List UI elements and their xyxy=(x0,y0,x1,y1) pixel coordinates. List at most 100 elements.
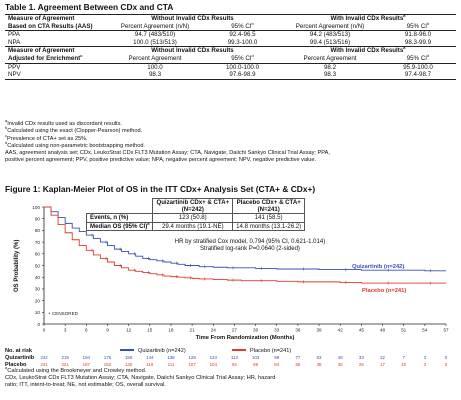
hr-line: HR by stratified Cox model, 0.794 (95% C… xyxy=(174,239,326,245)
x-tick-label: 0 xyxy=(43,328,46,333)
cell-value: 100.0-100.0 xyxy=(225,63,260,71)
at-risk-value: 0 xyxy=(445,355,448,360)
at-risk-value: 3 xyxy=(424,362,427,367)
at-risk-value: 175 xyxy=(104,355,112,360)
at-risk-value: 144 xyxy=(146,355,154,360)
x-tick-label: 39 xyxy=(316,328,322,333)
x-tick-label: 3 xyxy=(64,328,67,333)
cell-value: 98.2 xyxy=(323,63,337,71)
median-os-placebo: 14.8 months (13.1-26.2) xyxy=(232,221,306,231)
at-risk-value: 221 xyxy=(61,362,69,367)
at-risk-value: 0 xyxy=(445,362,448,367)
x-tick-label: 51 xyxy=(401,328,407,333)
section1-group-header: Measure of Agreement Without Invalid CDx… xyxy=(5,13,456,23)
section2-head-left: Measure of Agreement xyxy=(5,46,105,55)
cell-value: 97.6-98.9 xyxy=(205,71,280,80)
x-tick-label: 18 xyxy=(168,328,174,333)
at-risk-value: 241 xyxy=(40,362,48,367)
stats-col-placebo: Placebo CDx+ & CTA+ (N=241) xyxy=(232,197,306,215)
at-risk-value: 123 xyxy=(210,355,218,360)
at-risk-value: 7 xyxy=(402,355,405,360)
at-risk-value: 194 xyxy=(83,355,91,360)
table-row: PPA 94.7 (483/510) 92.4-96.5 94.2 (483/5… xyxy=(5,31,456,39)
at-risk-value: 219 xyxy=(61,355,69,360)
col-percent-agreement: Percent Agreement xyxy=(105,54,205,64)
table1-title: Table 1. Agreement Between CDx and CTA xyxy=(5,2,174,12)
y-tick-label: 20 xyxy=(35,298,41,303)
footnote: aCalculated using the Brookmeyer and Cro… xyxy=(5,365,147,374)
x-tick-label: 15 xyxy=(147,328,153,333)
x-tick-label: 57 xyxy=(443,328,449,333)
section2-group-header: Measure of Agreement Without Invalid CDx… xyxy=(5,46,456,55)
col-percent-agreement: Percent Agreement (n/N) xyxy=(105,22,205,32)
at-risk-value: 35 xyxy=(338,362,343,367)
footnote: CDx, LeukoStrat CDx FLT3 Mutation Assay;… xyxy=(5,375,276,382)
section2-group-without: Without Invalid CDx Results xyxy=(105,46,280,55)
x-tick-label: 24 xyxy=(211,328,217,333)
at-risk-value: 152 xyxy=(104,362,112,367)
at-risk-value: 113 xyxy=(231,355,239,360)
cell-value: 99.4 (513/516) xyxy=(309,38,351,46)
row-measure: PPV xyxy=(8,63,21,71)
at-risk-value: 48 xyxy=(317,362,322,367)
median-os-label: Median OS (95% CI)a xyxy=(85,221,154,231)
y-tick-label: 0 xyxy=(37,322,40,327)
row-measure: NPV xyxy=(5,71,105,80)
logrank-line: Stratified log-rank P=0.0640 (2-sided) xyxy=(200,246,300,253)
footnote: ratio; ITT, intent-to-treat; NE, not est… xyxy=(5,382,166,389)
at-risk-value: 156 xyxy=(125,355,133,360)
x-tick-label: 48 xyxy=(380,328,386,333)
at-risk-value: 77 xyxy=(295,355,300,360)
at-risk-value: 94 xyxy=(232,362,237,367)
km-line-quizartinib xyxy=(44,206,446,272)
section2-head-left2: Adjusted for Enrichmentc xyxy=(5,53,105,64)
x-tick-label: 6 xyxy=(85,328,88,333)
series-group: Quizartinib (n=242) Placebo (n=241) xyxy=(44,206,446,294)
at-risk-value: 111 xyxy=(168,362,175,367)
abbreviations-line: AAS, agreement analysis set; CDx, LeukoS… xyxy=(5,150,330,157)
x-axis-label: Time From Randomization (Months) xyxy=(196,335,295,341)
y-tick-label: 60 xyxy=(35,252,41,257)
at-risk-value: 33 xyxy=(359,355,364,360)
at-risk-row-label: Placebo xyxy=(5,362,27,368)
censored-legend: + CENSORED xyxy=(48,311,79,316)
series-label-placebo: Placebo (n=241) xyxy=(362,288,406,294)
x-tick-label: 33 xyxy=(274,328,280,333)
section1-group-with: With Invalid CDx Resultsa xyxy=(280,13,456,23)
at-risk-value: 130 xyxy=(125,362,133,367)
row-measure: NPA xyxy=(8,38,21,46)
table-row: PPV 100.0 100.0-100.0 98.2 95.9-100.0 xyxy=(5,63,456,71)
cell-value: 98.3 xyxy=(280,71,380,80)
cell-value: 91.8-96.0 xyxy=(404,31,432,39)
x-tick-label: 12 xyxy=(126,328,132,333)
cell-value: 97.4-98.7 xyxy=(380,71,456,80)
section1-col-header: Based on CTA Results (AAS) Percent Agree… xyxy=(5,21,456,32)
at-risk-title: No. at risk xyxy=(5,348,33,354)
col-percent-agreement: Percent Agreement (n/N) xyxy=(280,22,380,32)
footnote: bCalculated using the exact (Clopper-Pea… xyxy=(5,125,143,135)
cell-value: 99.3-100.0 xyxy=(227,38,258,46)
y-tick-label: 80 xyxy=(35,228,41,233)
table-row: NPV 98.3 97.6-98.9 98.3 97.4-98.7 xyxy=(5,71,456,80)
at-risk-value: 98 xyxy=(274,355,279,360)
footnote: aInvalid CDx results used as discordant … xyxy=(5,118,122,127)
section1-head-left2: Based on CTA Results (AAS) xyxy=(5,22,105,32)
y-tick-label: 40 xyxy=(35,275,41,280)
col-ci: 95% CIb xyxy=(205,21,280,32)
at-risk-value: 187 xyxy=(83,362,91,367)
x-tick-label: 30 xyxy=(253,328,259,333)
cell-value: 98.3-99.9 xyxy=(404,38,432,46)
at-risk-value: 26 xyxy=(359,362,364,367)
km-line-placebo xyxy=(44,206,446,284)
at-risk-value: 89 xyxy=(253,362,258,367)
at-risk-value: 119 xyxy=(146,362,154,367)
figure1-footnotes: aCalculated using the Brookmeyer and Cro… xyxy=(5,365,457,390)
at-risk-row-label: Quizartinib xyxy=(5,355,35,361)
figure1-title: Figure 1: Kaplan-Meier Plot of OS in the… xyxy=(5,184,316,194)
cell-value: 94.7 (483/510) xyxy=(134,31,176,39)
cell-value: 95.9-100.0 xyxy=(403,63,433,71)
agreement-table: Measure of Agreement Without Invalid CDx… xyxy=(5,13,456,80)
